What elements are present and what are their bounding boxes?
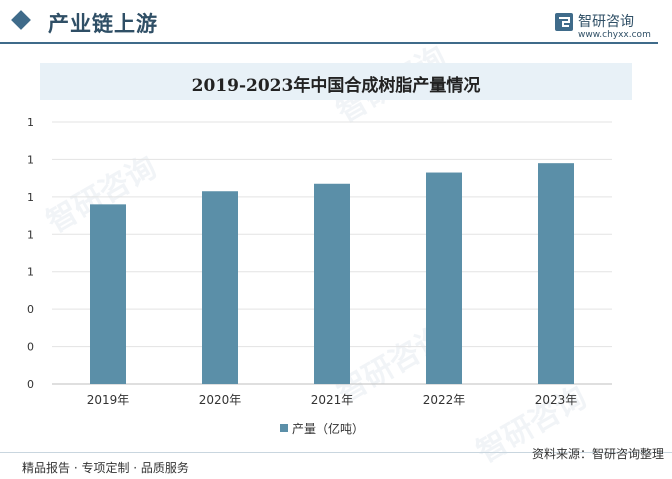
y-tick-label: 1 [27, 228, 34, 241]
legend-label: 产量（亿吨） [292, 422, 365, 436]
bar [426, 172, 462, 384]
brand-url: www.chyxx.com [578, 30, 651, 40]
y-tick-label: 1 [27, 266, 34, 279]
y-tick-label: 1 [27, 153, 34, 166]
bar [314, 183, 350, 384]
footer-divider [0, 452, 672, 453]
y-tick-label: 0 [27, 378, 34, 391]
x-tick-label: 2022年 [423, 393, 466, 407]
brand[interactable]: 智研咨询 www.chyxx.com [554, 10, 654, 40]
brand-name: 智研咨询 [578, 14, 634, 30]
brand-logo-icon [555, 13, 573, 31]
chart-title-bar: 2019-2023年中国合成树脂产量情况 [40, 63, 632, 100]
y-tick-label: 1 [27, 116, 34, 129]
x-tick-label: 2019年 [87, 393, 130, 407]
footer-tagline: 精品报告 · 专项定制 · 品质服务 [22, 461, 189, 475]
section-title: 产业链上游 [48, 11, 158, 36]
bar [202, 191, 238, 384]
chart-title: 2019-2023年中国合成树脂产量情况 [191, 76, 481, 96]
bar [90, 204, 126, 384]
footer-source: 资料来源：智研咨询整理 [531, 447, 664, 461]
y-tick-label: 1 [27, 191, 34, 204]
x-tick-label: 2023年 [535, 393, 578, 407]
bar [538, 163, 574, 384]
x-tick-label: 2021年 [311, 393, 354, 407]
y-tick-label: 0 [27, 341, 34, 354]
y-tick-label: 0 [27, 303, 34, 316]
legend-swatch [280, 424, 288, 432]
header-divider [0, 42, 658, 44]
x-tick-label: 2020年 [199, 393, 242, 407]
header: 产业链上游 智研咨询 www.chyxx.com [0, 0, 672, 44]
